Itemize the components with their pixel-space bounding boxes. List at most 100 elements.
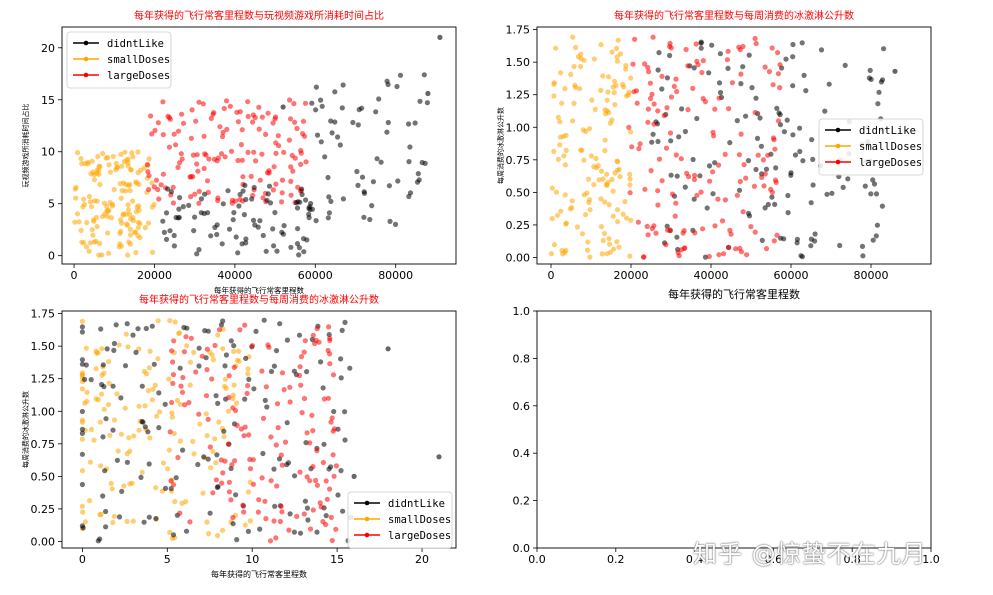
point-smallDoses <box>607 249 614 255</box>
point-didntLike <box>143 325 149 332</box>
point-largeDoses <box>707 178 713 184</box>
point-didntLike <box>240 188 246 194</box>
point-didntLike <box>437 34 443 41</box>
point-largeDoses <box>262 498 268 504</box>
point-largeDoses <box>215 197 221 204</box>
point-largeDoses <box>668 94 675 100</box>
point-didntLike <box>243 355 249 361</box>
point-didntLike <box>655 138 661 145</box>
point-smallDoses <box>598 224 605 230</box>
point-didntLike <box>135 326 141 332</box>
point-smallDoses <box>568 71 574 78</box>
point-didntLike <box>763 166 770 172</box>
point-didntLike <box>359 174 366 180</box>
point-largeDoses <box>220 133 226 140</box>
point-largeDoses <box>330 452 336 458</box>
point-didntLike <box>156 425 162 431</box>
point-didntLike <box>116 514 123 520</box>
legend-marker-largeDoses <box>835 159 841 165</box>
point-didntLike <box>242 396 248 402</box>
point-didntLike <box>113 322 119 328</box>
point-largeDoses <box>726 106 732 112</box>
point-largeDoses <box>737 178 743 185</box>
point-largeDoses <box>667 227 673 233</box>
point-didntLike <box>369 203 375 209</box>
point-didntLike <box>325 215 331 221</box>
point-didntLike <box>790 132 796 138</box>
point-largeDoses <box>246 432 252 438</box>
point-smallDoses <box>600 73 606 79</box>
point-largeDoses <box>248 173 254 179</box>
point-didntLike <box>354 168 360 175</box>
point-didntLike <box>881 46 887 52</box>
point-didntLike <box>122 363 129 369</box>
point-smallDoses <box>121 483 127 489</box>
point-didntLike <box>753 166 759 173</box>
point-smallDoses <box>587 126 593 132</box>
point-didntLike <box>130 332 136 338</box>
point-largeDoses <box>173 142 179 148</box>
point-smallDoses <box>123 181 129 187</box>
point-didntLike <box>100 493 106 499</box>
point-didntLike <box>233 234 239 240</box>
point-didntLike <box>727 140 733 146</box>
point-didntLike <box>328 464 334 470</box>
point-largeDoses <box>268 478 274 484</box>
point-didntLike <box>397 72 404 78</box>
point-didntLike <box>149 323 155 329</box>
point-didntLike <box>196 363 202 369</box>
point-largeDoses <box>759 174 765 180</box>
point-smallDoses <box>139 469 145 475</box>
point-didntLike <box>769 194 775 200</box>
point-smallDoses <box>91 437 97 443</box>
point-didntLike <box>208 233 214 239</box>
point-smallDoses <box>95 397 101 403</box>
point-smallDoses <box>551 93 557 99</box>
point-largeDoses <box>671 83 677 89</box>
point-didntLike <box>294 205 301 211</box>
point-smallDoses <box>127 226 133 232</box>
point-didntLike <box>280 104 286 110</box>
point-didntLike <box>296 252 302 258</box>
point-didntLike <box>241 212 247 218</box>
point-didntLike <box>424 100 430 106</box>
point-largeDoses <box>171 338 177 344</box>
point-largeDoses <box>263 516 269 522</box>
point-didntLike <box>243 240 249 246</box>
point-didntLike <box>355 122 361 128</box>
point-largeDoses <box>712 106 718 112</box>
point-smallDoses <box>628 129 634 135</box>
point-largeDoses <box>626 124 632 130</box>
point-didntLike <box>196 247 202 253</box>
point-largeDoses <box>170 200 176 206</box>
point-smallDoses <box>571 63 577 70</box>
point-largeDoses <box>212 342 218 349</box>
point-largeDoses <box>771 238 777 244</box>
point-smallDoses <box>612 78 618 84</box>
point-didntLike <box>103 416 109 422</box>
point-didntLike <box>422 160 428 166</box>
point-largeDoses <box>241 433 247 439</box>
point-largeDoses <box>226 373 232 379</box>
point-largeDoses <box>650 34 656 40</box>
point-didntLike <box>337 142 343 148</box>
point-didntLike <box>799 254 806 260</box>
point-smallDoses <box>602 137 608 143</box>
point-smallDoses <box>100 214 106 220</box>
point-largeDoses <box>203 393 210 399</box>
point-largeDoses <box>323 478 329 484</box>
point-didntLike <box>709 42 715 48</box>
point-largeDoses <box>333 463 339 469</box>
point-largeDoses <box>769 45 775 51</box>
point-didntLike <box>338 468 344 474</box>
point-largeDoses <box>192 191 198 197</box>
point-largeDoses <box>245 383 251 389</box>
point-didntLike <box>205 210 211 216</box>
point-smallDoses <box>191 349 197 355</box>
point-smallDoses <box>553 45 559 51</box>
point-didntLike <box>186 202 192 208</box>
y-tick-label: 0.75 <box>506 154 531 167</box>
point-smallDoses <box>585 176 592 182</box>
point-didntLike <box>146 461 152 467</box>
point-largeDoses <box>226 489 232 495</box>
